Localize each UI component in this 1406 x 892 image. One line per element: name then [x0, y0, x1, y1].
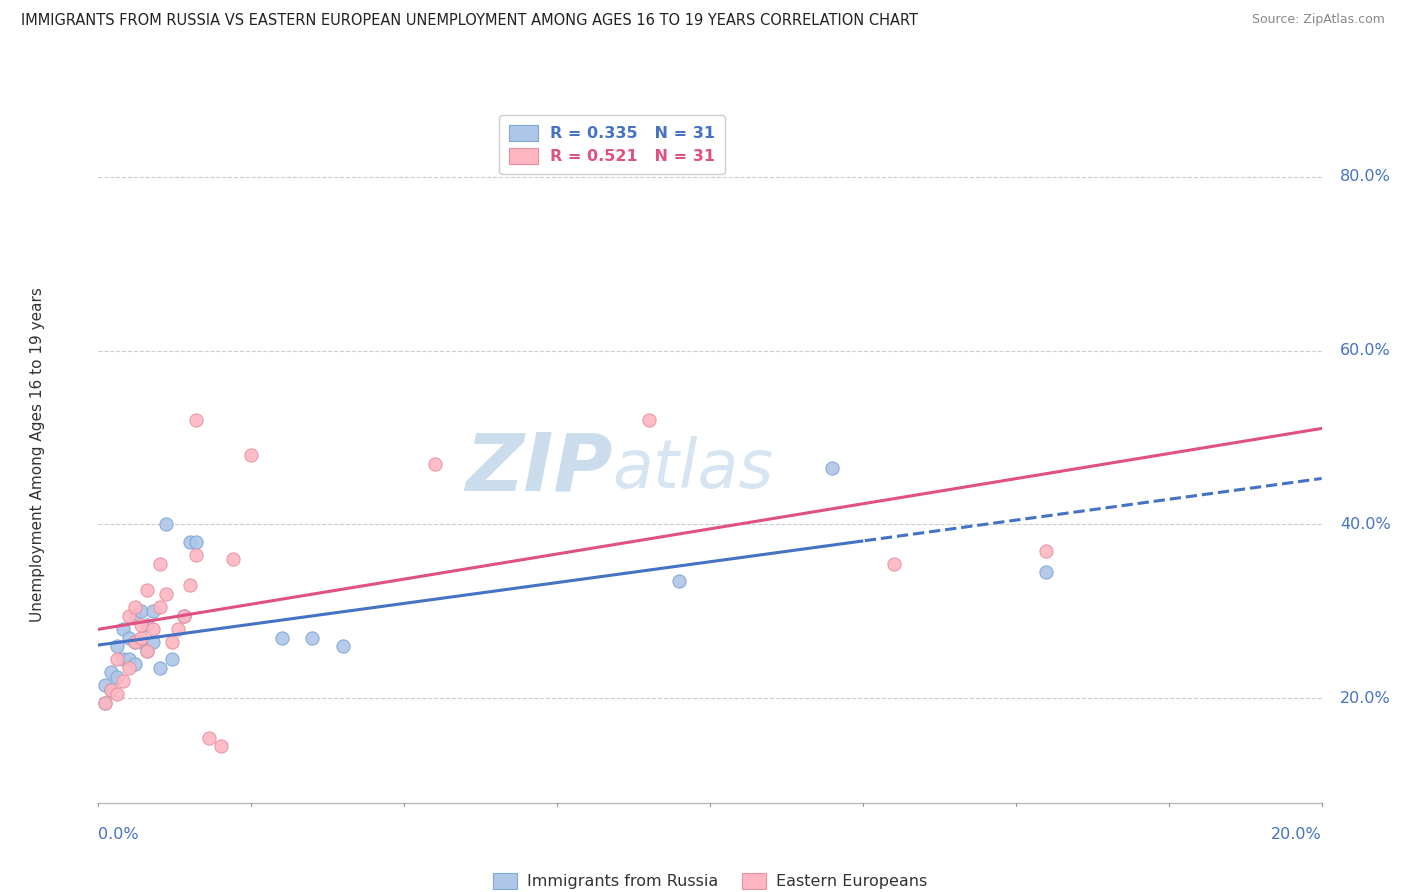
Point [173, 608, 195, 623]
Point [111, 622, 134, 636]
Point [129, 631, 152, 645]
Text: ZIP: ZIP [465, 430, 612, 508]
Point [124, 600, 146, 615]
Text: Source: ZipAtlas.com: Source: ZipAtlas.com [1251, 13, 1385, 27]
Point [124, 657, 146, 671]
Point [129, 605, 152, 619]
Point [118, 631, 141, 645]
Point [100, 682, 122, 697]
Point [105, 652, 128, 666]
Point [111, 674, 134, 689]
Text: atlas: atlas [612, 436, 773, 502]
Text: IMMIGRANTS FROM RUSSIA VS EASTERN EUROPEAN UNEMPLOYMENT AMONG AGES 16 TO 19 YEAR: IMMIGRANTS FROM RUSSIA VS EASTERN EUROPE… [21, 13, 918, 29]
Point [186, 548, 208, 562]
Point [136, 582, 159, 597]
Point [142, 635, 165, 649]
Point [105, 639, 128, 653]
Point [100, 665, 122, 680]
Point [1035, 566, 1057, 580]
Point [118, 661, 141, 675]
Point [167, 622, 190, 636]
Text: 40.0%: 40.0% [1340, 517, 1391, 532]
Text: 20.0%: 20.0% [1340, 691, 1391, 706]
Point [270, 631, 292, 645]
Point [136, 617, 159, 632]
Point [668, 574, 690, 588]
Point [105, 670, 128, 684]
Point [129, 617, 152, 632]
Text: 20.0%: 20.0% [1271, 827, 1322, 842]
Point [136, 643, 159, 657]
Point [1035, 543, 1057, 558]
Point [149, 661, 172, 675]
Point [209, 739, 232, 754]
Point [118, 608, 141, 623]
Point [136, 643, 159, 657]
Text: Unemployment Among Ages 16 to 19 years: Unemployment Among Ages 16 to 19 years [30, 287, 45, 623]
Point [883, 557, 905, 571]
Point [93, 678, 115, 692]
Text: 0.0%: 0.0% [98, 827, 139, 842]
Point [160, 635, 183, 649]
Point [332, 639, 354, 653]
Point [186, 534, 208, 549]
Point [637, 413, 661, 427]
Point [124, 635, 146, 649]
Point [155, 587, 177, 601]
Point [173, 608, 195, 623]
Point [149, 557, 172, 571]
Point [124, 635, 146, 649]
Point [118, 652, 141, 666]
Text: 80.0%: 80.0% [1340, 169, 1391, 184]
Text: 60.0%: 60.0% [1340, 343, 1391, 358]
Point [821, 461, 844, 475]
Point [111, 652, 134, 666]
Point [179, 534, 201, 549]
Point [142, 605, 165, 619]
Point [222, 552, 245, 566]
Point [423, 457, 446, 471]
Legend: Immigrants from Russia, Eastern Europeans: Immigrants from Russia, Eastern European… [486, 866, 934, 892]
Point [93, 696, 115, 710]
Point [179, 578, 201, 592]
Point [197, 731, 219, 745]
Point [93, 696, 115, 710]
Point [186, 413, 208, 427]
Point [105, 687, 128, 701]
Point [160, 652, 183, 666]
Point [240, 448, 263, 462]
Point [142, 622, 165, 636]
Point [149, 600, 172, 615]
Point [301, 631, 323, 645]
Point [100, 682, 122, 697]
Point [155, 517, 177, 532]
Point [129, 635, 152, 649]
Point [124, 608, 146, 623]
